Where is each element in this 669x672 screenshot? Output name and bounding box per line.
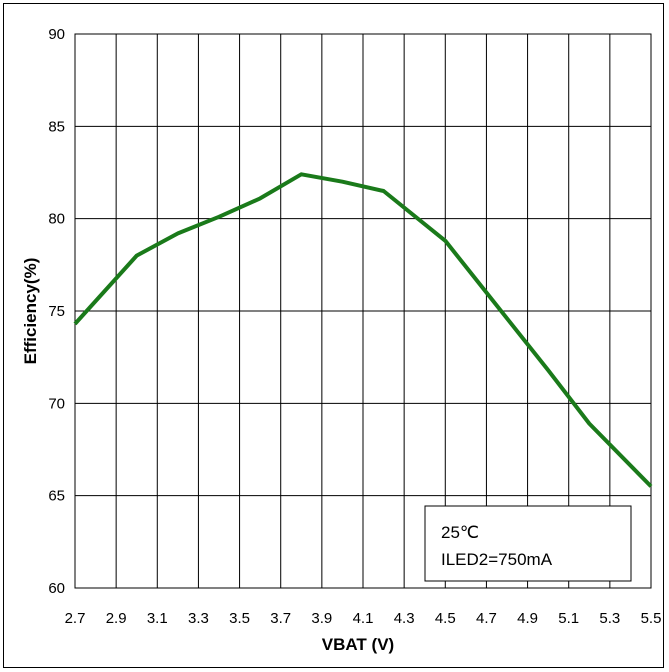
x-tick-label: 3.1 (147, 610, 168, 627)
x-tick-label: 5.3 (599, 610, 620, 627)
x-tick-label: 4.9 (517, 610, 538, 627)
y-tick-label: 85 (48, 118, 65, 135)
x-axis-title: VBAT (V) (322, 635, 394, 654)
legend-current: ILED2=750mA (441, 550, 553, 569)
efficiency-chart: 60 65 70 75 80 85 90 2.7 2.9 3.1 3.3 3.5 3.7 3.9 4.1 4… (21, 26, 662, 654)
y-tick-label: 70 (48, 395, 65, 412)
x-tick-label: 3.5 (229, 610, 250, 627)
legend-box: 25℃ ILED2=750mA (424, 505, 632, 582)
y-tick-label: 60 (48, 580, 65, 597)
plot-border (74, 33, 652, 589)
x-tick-label: 5.5 (641, 610, 662, 627)
x-tick-label: 4.5 (435, 610, 456, 627)
y-axis-title: Efficiency(%) (21, 258, 40, 365)
x-tick-label: 5.1 (558, 610, 579, 627)
y-tick-label: 90 (48, 26, 65, 43)
grid (74, 33, 652, 589)
x-tick-label: 3.7 (270, 610, 291, 627)
y-tick-labels: 60 65 70 75 80 85 90 (48, 26, 65, 597)
x-tick-label: 3.9 (311, 610, 332, 627)
y-tick-label: 80 (48, 211, 65, 228)
x-tick-label: 2.9 (106, 610, 127, 627)
x-tick-label: 4.7 (476, 610, 497, 627)
chart-frame: 60 65 70 75 80 85 90 2.7 2.9 3.1 3.3 3.5 3.7 3.9 4.1 4… (3, 3, 664, 668)
x-tick-labels: 2.7 2.9 3.1 3.3 3.5 3.7 3.9 4.1 4.3 4.5 4.7 4.9 5.1 5… (65, 610, 662, 627)
y-tick-label: 75 (48, 303, 65, 320)
legend-temperature: 25℃ (441, 523, 479, 542)
x-tick-label: 3.3 (188, 610, 209, 627)
y-tick-label: 65 (48, 488, 65, 505)
x-tick-label: 4.1 (353, 610, 374, 627)
x-tick-label: 2.7 (65, 610, 86, 627)
legend-border (424, 505, 632, 582)
series-group (73, 172, 653, 488)
efficiency-series-line (73, 172, 653, 488)
x-tick-label: 4.3 (394, 610, 415, 627)
